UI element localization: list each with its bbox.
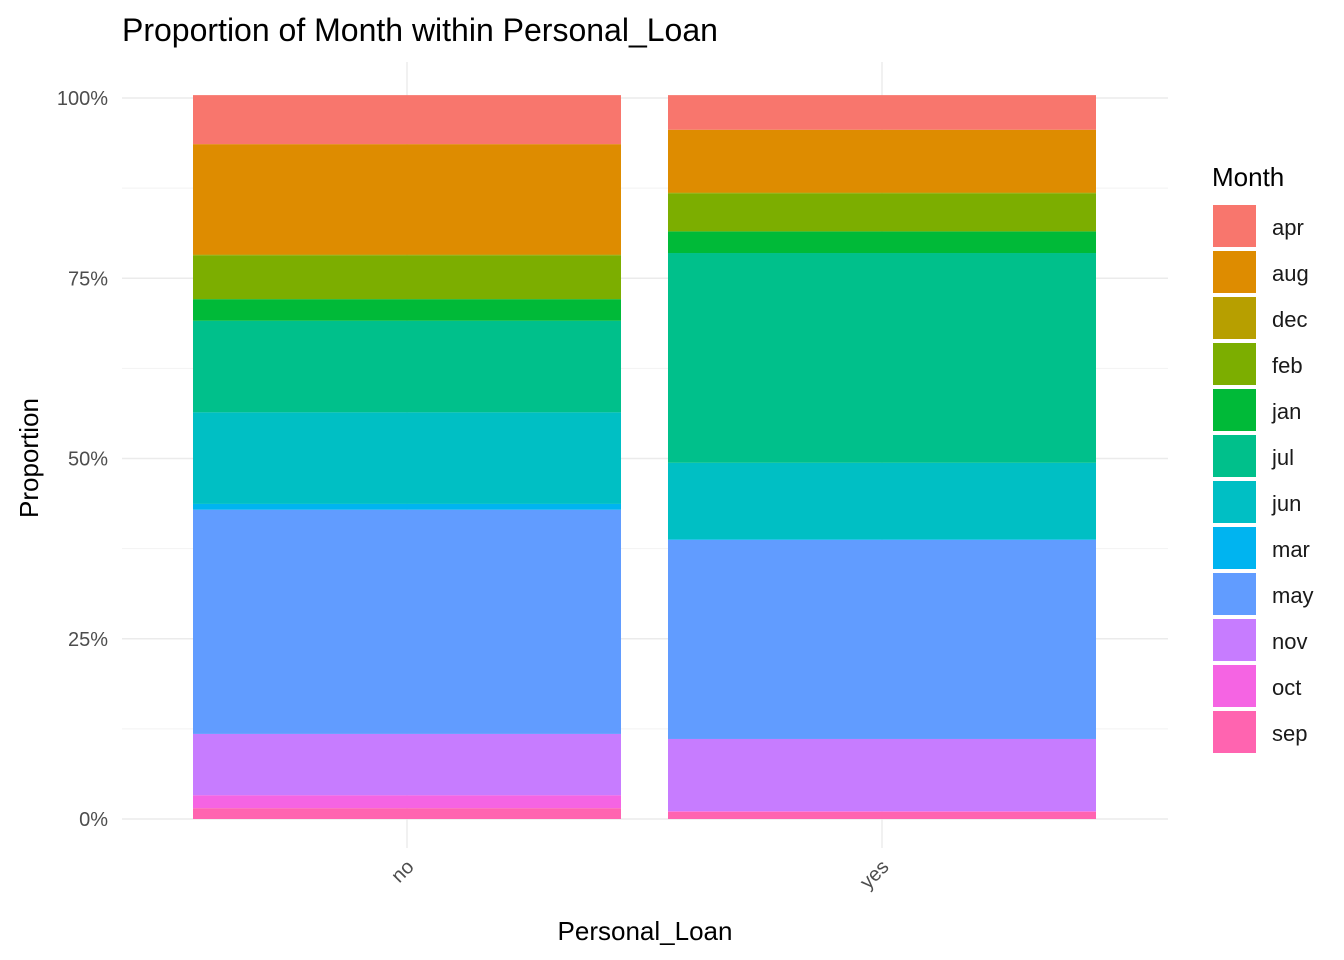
bar-segment-no-apr: [193, 95, 621, 145]
legend-label-mar: mar: [1272, 537, 1310, 562]
legend: Month apr aug dec feb jan jul jun mar may nov oct s…: [1212, 162, 1314, 753]
bar-segment-yes-may: [668, 539, 1096, 739]
bar-segment-no-jun: [193, 412, 621, 504]
legend-label-feb: feb: [1272, 353, 1303, 378]
legend-label-oct: oct: [1272, 675, 1301, 700]
legend-swatch-jun: [1213, 481, 1256, 523]
bar-segment-yes-jun: [668, 462, 1096, 540]
bar-segment-no-jan: [193, 299, 621, 321]
bar-segment-no-jul: [193, 320, 621, 413]
bar-segment-yes-feb: [668, 193, 1096, 232]
legend-swatch-jul: [1213, 435, 1256, 477]
legend-swatch-feb: [1213, 343, 1256, 385]
bar-segment-no-dec: [193, 254, 621, 256]
legend-swatch-jan: [1213, 389, 1256, 431]
legend-swatch-may: [1213, 573, 1256, 615]
bar-segment-yes-dec: [668, 192, 1096, 194]
x-tick-label: yes: [856, 856, 894, 894]
legend-swatch-oct: [1213, 665, 1256, 707]
legend-label-jul: jul: [1271, 445, 1294, 470]
bar-segment-yes-oct: [668, 811, 1096, 812]
legend-swatch-nov: [1213, 619, 1256, 661]
bar-segment-no-aug: [193, 144, 621, 255]
bar-segment-no-oct: [193, 795, 621, 809]
y-tick-label: 25%: [68, 629, 108, 651]
x-axis-title: Personal_Loan: [558, 916, 733, 946]
bar-segment-yes-nov: [668, 738, 1096, 812]
legend-swatch-dec: [1213, 297, 1256, 339]
legend-swatch-mar: [1213, 527, 1256, 569]
bar-segment-yes-sep: [668, 811, 1096, 819]
legend-label-aug: aug: [1272, 261, 1309, 286]
legend-label-jan: jan: [1271, 399, 1301, 424]
x-tick-label: no: [387, 856, 418, 887]
legend-label-apr: apr: [1272, 215, 1304, 240]
bar-segment-yes-mar: [668, 539, 1096, 540]
chart-title: Proportion of Month within Personal_Loan: [122, 12, 718, 48]
y-axis-ticks: 0% 25% 50% 75% 100%: [57, 88, 108, 831]
legend-swatch-aug: [1213, 251, 1256, 293]
bars-group: [193, 95, 1096, 819]
legend-swatch-sep: [1213, 711, 1256, 753]
bar-segment-yes-jan: [668, 231, 1096, 254]
legend-swatch-apr: [1213, 205, 1256, 247]
bar-segment-no-mar: [193, 503, 621, 510]
y-tick-label: 0%: [79, 809, 108, 831]
bar-segment-no-may: [193, 509, 621, 734]
legend-label-jun: jun: [1271, 491, 1301, 516]
legend-label-may: may: [1272, 583, 1314, 608]
bar-segment-no-feb: [193, 255, 621, 300]
y-axis-title: Proportion: [14, 398, 44, 518]
bar-segment-no-nov: [193, 733, 621, 796]
x-axis-ticks: no yes: [387, 856, 893, 894]
legend-label-nov: nov: [1272, 629, 1307, 654]
y-tick-label: 100%: [57, 88, 108, 110]
bar-segment-no-sep: [193, 808, 621, 819]
bar-segment-yes-jul: [668, 253, 1096, 463]
legend-label-sep: sep: [1272, 721, 1307, 746]
y-tick-label: 50%: [68, 449, 108, 471]
legend-label-dec: dec: [1272, 307, 1307, 332]
bar-segment-yes-apr: [668, 95, 1096, 130]
bar-segment-yes-aug: [668, 129, 1096, 193]
legend-title: Month: [1212, 162, 1284, 192]
y-tick-label: 75%: [68, 268, 108, 290]
